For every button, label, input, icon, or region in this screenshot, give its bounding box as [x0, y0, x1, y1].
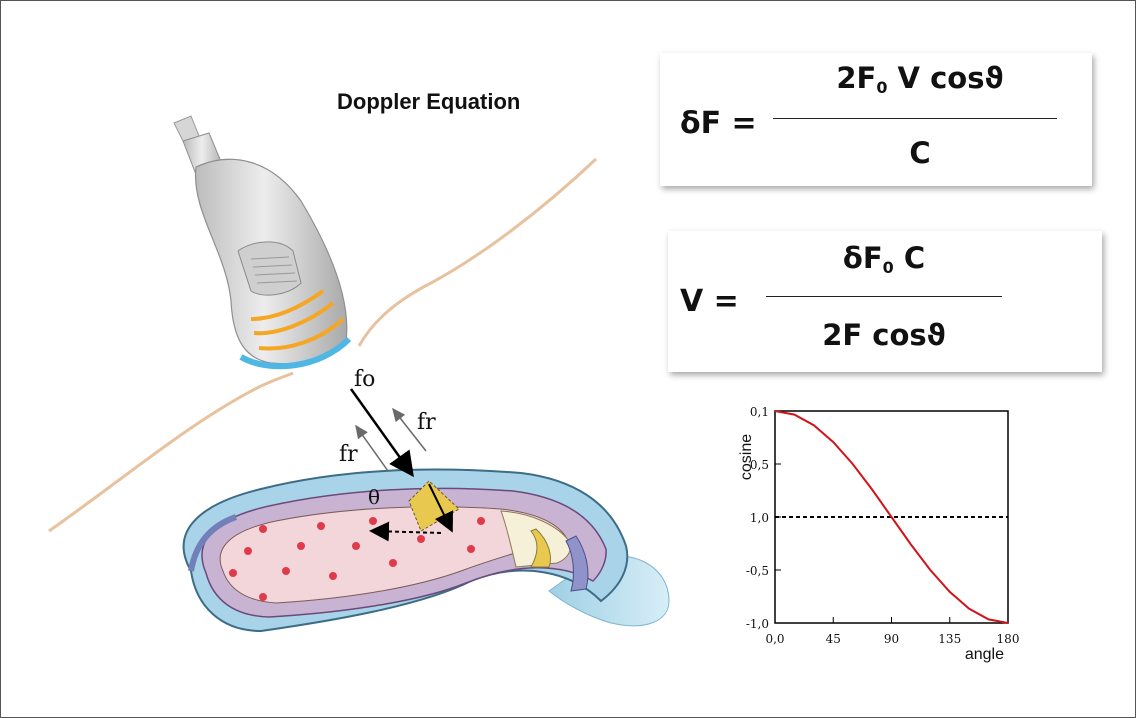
- baseline-arrow: [369, 521, 442, 542]
- y-tick-label: 1,0: [750, 511, 769, 525]
- flow-arrow: [428, 483, 453, 533]
- equation2-lhs: V =: [680, 284, 739, 319]
- x-tick-label: 45: [826, 632, 841, 646]
- cosine-curve: [774, 410, 1009, 624]
- label-theta: θ: [368, 485, 380, 509]
- y-tick-label: 0,5: [750, 458, 769, 472]
- y-tick-label: 0,1: [750, 405, 769, 419]
- label-f0: fo: [354, 367, 375, 392]
- eq1-num-rest: V cosϑ: [887, 61, 1004, 95]
- velocity-equation-box: V = δF0 C 2F cosϑ: [668, 231, 1102, 372]
- label-fr-1: fr: [417, 410, 436, 435]
- equation2-numerator: δF0 C: [764, 241, 1004, 277]
- y-tick-label: -1,0: [746, 617, 769, 631]
- label-fr-2: fr: [339, 442, 358, 467]
- figure-title: Doppler Equation: [337, 89, 521, 114]
- y-tick-label: -0,5: [746, 564, 769, 578]
- incident-wave-arrow: [349, 388, 414, 478]
- skin-line-left: [48, 371, 294, 533]
- y-axis-label: cosine: [738, 434, 755, 480]
- eq2-num-sub: 0: [882, 257, 894, 277]
- equation1-lhs: δF =: [680, 106, 757, 141]
- reflected-wave-arrow-1: [392, 407, 427, 452]
- eq1-num-sub: 0: [876, 77, 888, 97]
- x-tick-label: 90: [884, 632, 899, 646]
- blood-vessel: [182, 468, 670, 633]
- doppler-equation-box: δF = 2F0 V cosϑ C: [660, 53, 1092, 186]
- equation2-denominator: 2F cosϑ: [822, 318, 946, 352]
- equation1-denominator: C: [909, 136, 931, 170]
- eq2-num-main: δF: [842, 241, 883, 275]
- ultrasound-probe: [173, 115, 352, 370]
- eq2-num-rest: C: [893, 241, 926, 275]
- eq1-num-main: 2F: [836, 61, 877, 95]
- x-tick-label: 0,0: [765, 632, 784, 646]
- reflected-wave-arrow-2: [355, 424, 389, 472]
- skin-line-right: [357, 157, 598, 347]
- x-tick-label: 180: [997, 632, 1020, 646]
- equation1-fraction-line: [773, 118, 1057, 119]
- x-tick-label: 135: [938, 632, 961, 646]
- x-axis-label: angle: [965, 646, 1004, 663]
- equation2-fraction-line: [766, 296, 1002, 297]
- equation1-numerator: 2F0 V cosϑ: [770, 61, 1070, 97]
